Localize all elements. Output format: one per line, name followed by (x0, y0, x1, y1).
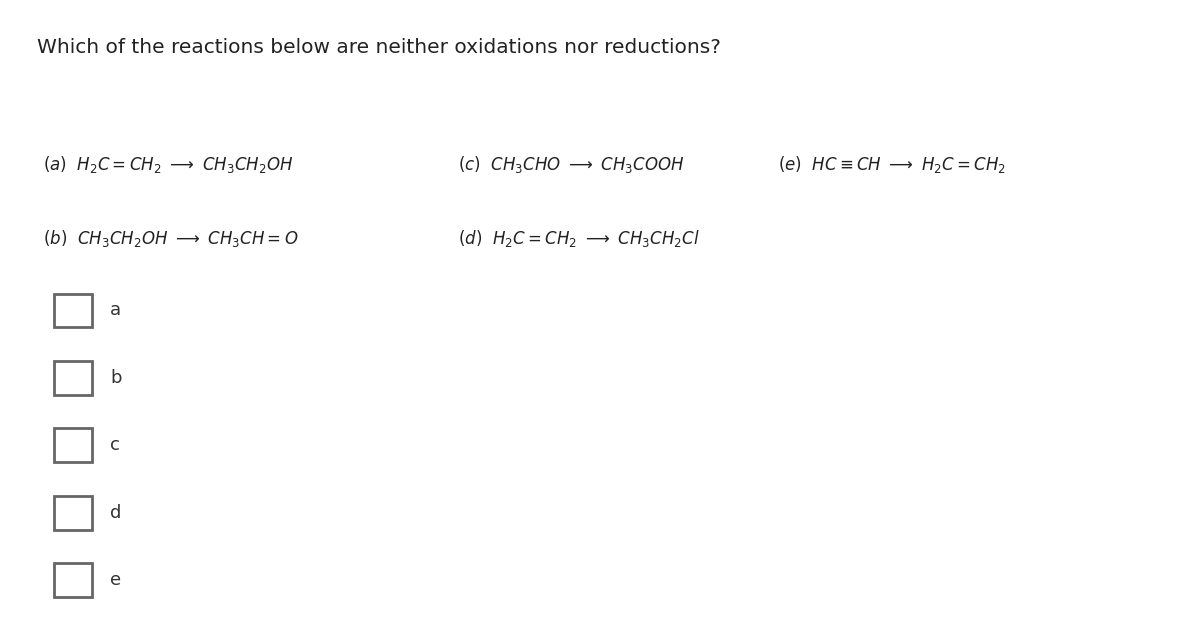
Bar (54, 428, 92, 462)
Text: e: e (110, 571, 121, 589)
Text: $(d)$  $H_2C{=}CH_2$ $\longrightarrow$ $CH_3CH_2Cl$: $(d)$ $H_2C{=}CH_2$ $\longrightarrow$ $C… (457, 228, 700, 249)
Text: c: c (110, 436, 120, 455)
Text: $(b)$  $CH_3CH_2OH$ $\longrightarrow$ $CH_3CH{=}O$: $(b)$ $CH_3CH_2OH$ $\longrightarrow$ $CH… (42, 228, 298, 249)
Bar (54, 293, 92, 327)
Text: $(e)$  $HC{\equiv}CH$ $\longrightarrow$ $H_2C{=}CH_2$: $(e)$ $HC{\equiv}CH$ $\longrightarrow$ $… (778, 154, 1006, 175)
Text: d: d (110, 503, 121, 522)
Text: b: b (110, 369, 121, 387)
Bar (54, 496, 92, 530)
Text: a: a (110, 302, 121, 319)
Bar (54, 563, 92, 597)
Text: Which of the reactions below are neither oxidations nor reductions?: Which of the reactions below are neither… (36, 38, 720, 56)
Text: $(c)$  $CH_3CHO$ $\longrightarrow$ $CH_3COOH$: $(c)$ $CH_3CHO$ $\longrightarrow$ $CH_3C… (457, 154, 684, 175)
Text: $(a)$  $H_2C{=}CH_2$ $\longrightarrow$ $CH_3CH_2OH$: $(a)$ $H_2C{=}CH_2$ $\longrightarrow$ $C… (42, 154, 293, 175)
Bar (54, 361, 92, 395)
